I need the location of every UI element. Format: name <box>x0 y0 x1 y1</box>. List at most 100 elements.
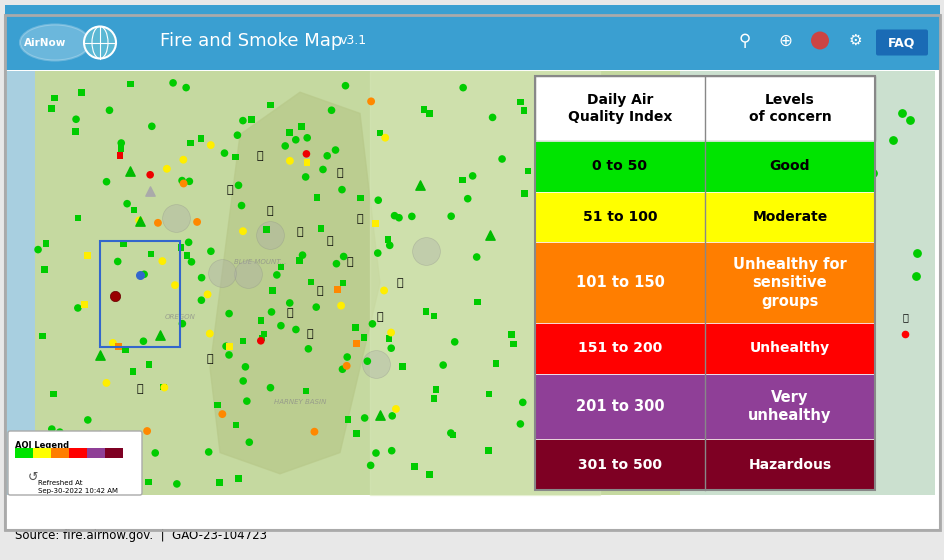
Point <box>230 181 245 190</box>
Text: 🔥: 🔥 <box>377 312 383 322</box>
Bar <box>5 71 934 495</box>
Point <box>76 300 92 309</box>
Point <box>329 259 344 268</box>
Point <box>379 235 395 244</box>
Point <box>83 453 98 462</box>
Point <box>168 214 183 223</box>
Point <box>445 431 460 440</box>
Point <box>455 83 470 92</box>
Point <box>503 330 518 339</box>
Point <box>655 261 670 270</box>
Point <box>412 180 427 189</box>
Point <box>143 170 158 179</box>
Point <box>601 215 616 224</box>
Point <box>259 225 274 234</box>
Point <box>218 342 233 351</box>
Point <box>140 427 155 436</box>
Point <box>516 106 531 115</box>
Point <box>339 361 354 370</box>
Point <box>39 239 54 248</box>
Point <box>353 194 368 203</box>
Point <box>634 293 649 302</box>
Point <box>407 462 422 471</box>
Point <box>299 133 314 142</box>
Point <box>600 463 615 472</box>
Text: 🔥: 🔥 <box>316 287 323 296</box>
Point <box>240 269 255 278</box>
Point <box>294 122 309 131</box>
Point <box>428 385 443 394</box>
Point <box>222 342 237 351</box>
Bar <box>534 192 704 242</box>
Point <box>334 365 349 374</box>
Point <box>418 307 433 316</box>
Bar <box>87 448 105 458</box>
Bar <box>5 71 35 495</box>
Point <box>253 337 268 346</box>
Point <box>625 386 640 395</box>
Point <box>421 470 436 479</box>
Point <box>147 449 162 458</box>
Point <box>356 333 371 342</box>
Point <box>56 474 71 483</box>
Point <box>611 291 626 300</box>
Point <box>339 353 354 362</box>
Point <box>238 362 253 371</box>
Point <box>455 176 470 185</box>
Point <box>132 270 147 279</box>
Point <box>348 429 363 438</box>
Point <box>217 148 232 157</box>
Point <box>297 172 312 181</box>
Text: Hazardous: Hazardous <box>748 458 831 472</box>
Point <box>370 249 385 258</box>
Text: 🔥: 🔥 <box>257 151 263 161</box>
Point <box>901 116 916 125</box>
Point <box>685 181 700 190</box>
Point <box>269 270 284 279</box>
Point <box>228 421 244 430</box>
Point <box>68 115 83 124</box>
Point <box>333 301 348 310</box>
Point <box>263 307 278 316</box>
Point <box>143 186 158 195</box>
Bar <box>33 448 51 458</box>
Text: 🔥: 🔥 <box>227 185 233 195</box>
Point <box>514 398 530 407</box>
Point <box>378 133 393 142</box>
Text: ⊕: ⊕ <box>777 31 791 49</box>
Bar <box>51 448 69 458</box>
Bar <box>534 76 874 141</box>
Point <box>680 179 695 188</box>
Point <box>83 443 98 452</box>
Point <box>169 479 184 488</box>
Point <box>469 297 484 306</box>
Bar <box>534 242 704 323</box>
Point <box>614 208 629 217</box>
Point <box>494 155 509 164</box>
Point <box>99 177 114 186</box>
Point <box>784 433 799 442</box>
Point <box>649 398 664 407</box>
Point <box>68 127 83 136</box>
Point <box>221 351 236 360</box>
Polygon shape <box>210 92 379 474</box>
Point <box>52 428 67 437</box>
Point <box>603 385 618 394</box>
Point <box>613 346 628 355</box>
Point <box>685 414 700 423</box>
Point <box>348 339 363 348</box>
Point <box>520 166 535 175</box>
Point <box>683 254 698 263</box>
Point <box>484 113 499 122</box>
Point <box>262 230 278 239</box>
Point <box>372 410 387 419</box>
Point <box>482 231 497 240</box>
Point <box>426 394 441 403</box>
Text: 🔥: 🔥 <box>356 214 362 225</box>
Point <box>622 346 637 355</box>
Point <box>307 427 322 436</box>
Point <box>194 134 209 143</box>
Point <box>336 252 351 261</box>
Point <box>347 323 362 332</box>
Point <box>44 424 59 433</box>
